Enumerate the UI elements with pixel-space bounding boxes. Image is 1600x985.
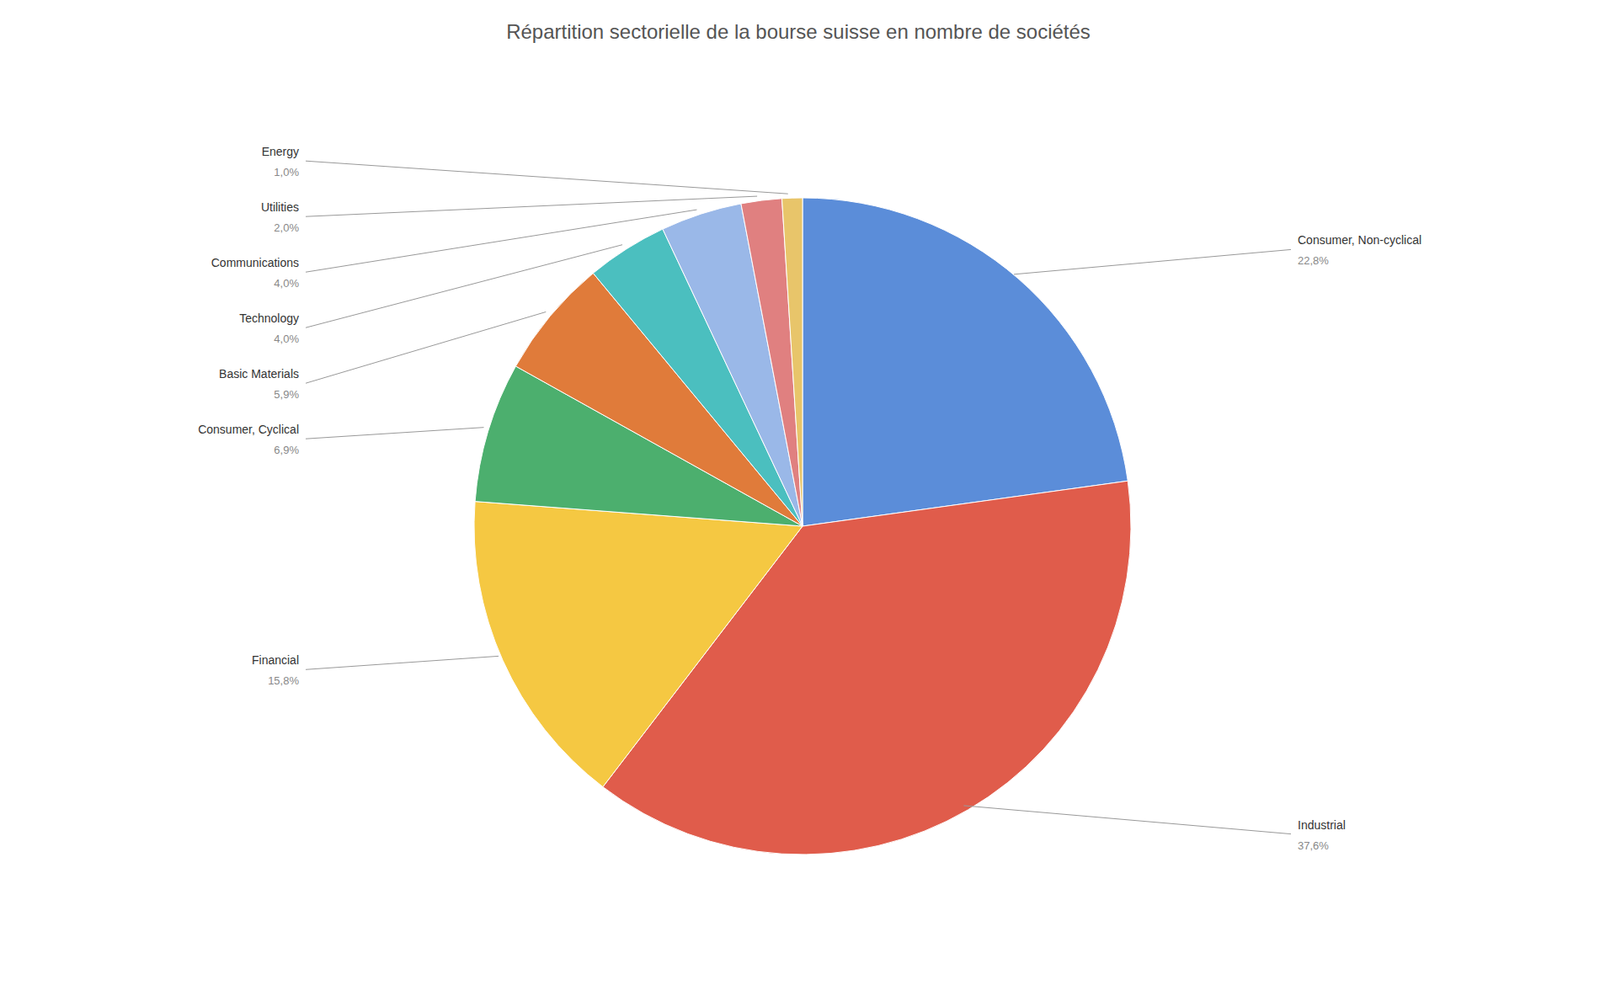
svg-text:15,8%: 15,8% (267, 674, 299, 688)
svg-text:2,0%: 2,0% (273, 221, 299, 235)
svg-text:Utilities: Utilities (261, 200, 299, 214)
svg-text:37,6%: 37,6% (1297, 839, 1329, 853)
svg-text:Energy: Energy (261, 144, 299, 159)
svg-text:Industrial: Industrial (1297, 818, 1346, 832)
svg-text:Technology: Technology (239, 311, 299, 326)
svg-text:22,8%: 22,8% (1297, 254, 1329, 267)
svg-text:Financial: Financial (251, 653, 299, 667)
svg-text:Consumer, Cyclical: Consumer, Cyclical (197, 422, 299, 437)
svg-text:6,9%: 6,9% (273, 443, 299, 457)
svg-text:Communications: Communications (211, 256, 299, 270)
svg-text:Basic Materials: Basic Materials (218, 367, 299, 381)
svg-text:4,0%: 4,0% (273, 277, 299, 290)
svg-text:Consumer, Non-cyclical: Consumer, Non-cyclical (1297, 233, 1422, 247)
html-text:Répartition sectorielle de la: Répartition sectorielle de la bourse sui… (506, 20, 1091, 43)
svg-text:1,0%: 1,0% (273, 165, 299, 179)
svg-text:4,0%: 4,0% (273, 332, 299, 346)
svg-text:5,9%: 5,9% (273, 388, 299, 401)
